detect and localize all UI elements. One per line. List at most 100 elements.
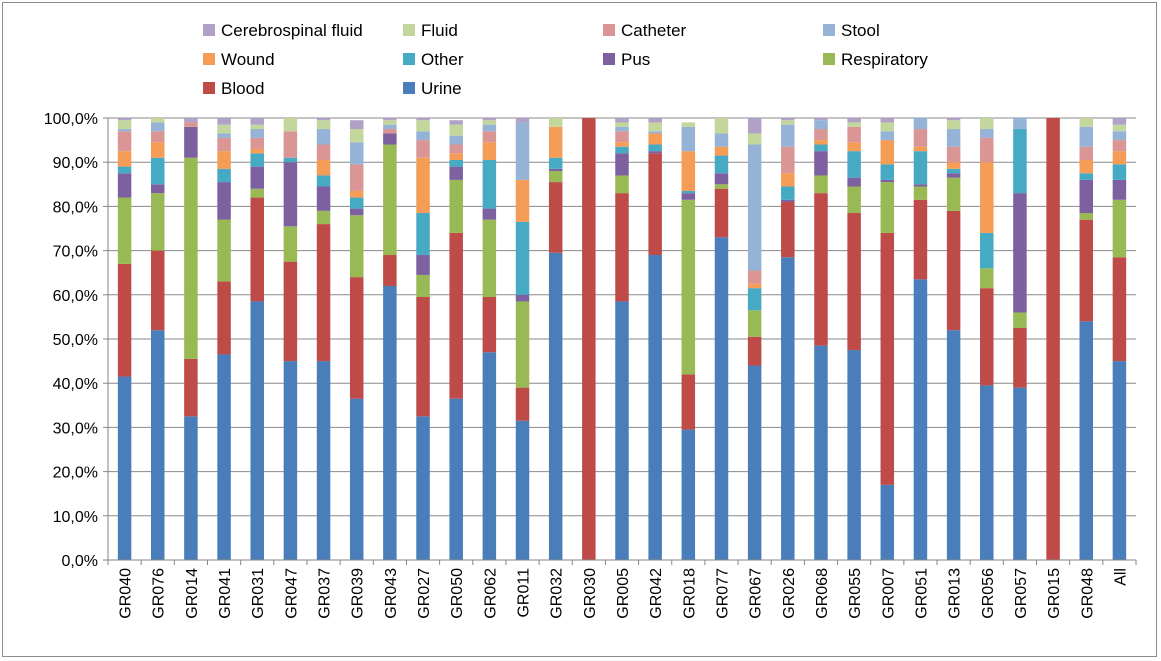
legend-item: Urine [403, 79, 462, 98]
bar-segment [648, 144, 662, 152]
bar-segment [250, 148, 264, 154]
bar-segment [184, 122, 198, 127]
bar-segment [117, 376, 132, 560]
bar-segment [847, 350, 861, 560]
bar-segment [913, 279, 928, 560]
bar-segment [1079, 219, 1094, 322]
bar-segment [117, 263, 132, 377]
bar-segment [847, 142, 861, 152]
bar-segment [383, 255, 397, 286]
bar-segment [150, 122, 165, 132]
bar-segment [449, 398, 463, 560]
bar-segment [482, 142, 497, 160]
bar-segment [117, 197, 132, 264]
bar-segment [184, 126, 198, 158]
bar-segment [217, 219, 231, 282]
legend-label: Blood [221, 79, 264, 98]
bar-segment [1112, 164, 1127, 180]
bar-segment [150, 330, 165, 560]
bar-segment [482, 159, 497, 209]
bar-segment [1046, 118, 1060, 560]
bar-segment [515, 420, 530, 560]
y-tick-label: 90,0% [53, 155, 98, 172]
bar-segment [217, 354, 231, 560]
x-tick-label: GR067 [748, 568, 765, 619]
bar-segment [880, 182, 895, 233]
x-tick-label: GR077 [714, 568, 731, 619]
bar-segment [980, 162, 994, 233]
legend-swatch [203, 24, 215, 36]
x-tick-label: GR062 [482, 568, 499, 619]
bar-segment [416, 118, 430, 121]
bar-segment [316, 144, 331, 160]
y-tick-label: 80,0% [53, 199, 98, 216]
bar-segment [184, 416, 198, 560]
bar-segment [349, 197, 364, 209]
bar-segment [150, 131, 165, 143]
bar-segment [714, 188, 729, 238]
bar-segment [283, 261, 298, 362]
bar-segment [217, 133, 231, 138]
bar-segment [681, 374, 696, 430]
bar-segment [1079, 321, 1094, 560]
bar-segment [946, 120, 961, 130]
bar-segment [615, 131, 629, 143]
bar-segment [847, 118, 861, 123]
bar-segment [217, 168, 231, 183]
bar-segment [416, 157, 430, 214]
bar-segment [283, 162, 298, 227]
legend-swatch [203, 53, 215, 65]
bar-segment [681, 429, 696, 560]
y-tick-label: 50,0% [53, 332, 98, 349]
legend-item: Catheter [603, 21, 687, 40]
y-tick-label: 100,0% [44, 111, 98, 128]
legend-swatch [403, 82, 415, 94]
bar-segment [250, 188, 264, 198]
bar-segment [946, 129, 961, 147]
bar-segment [150, 157, 165, 185]
bar-segment [648, 131, 662, 134]
bar-segment [349, 164, 364, 191]
bar-segment [416, 416, 430, 560]
bar-segment [283, 157, 298, 163]
bar-segment [946, 168, 961, 174]
x-tick-label: GR030 [582, 568, 599, 619]
bar-segment [814, 140, 828, 145]
bar-segment [449, 153, 463, 160]
bar-segment [1013, 387, 1027, 560]
bar-segment [316, 210, 331, 225]
bar-segment [250, 124, 264, 130]
bar-segment [1112, 257, 1127, 362]
bar-segment [681, 122, 696, 127]
bar-segment [1079, 173, 1094, 180]
bar-segment [681, 151, 696, 191]
bar-segment [814, 175, 828, 194]
bar-segment [349, 277, 364, 399]
bar-segment [349, 120, 364, 130]
bar-segment [250, 118, 264, 125]
legend-swatch [403, 53, 415, 65]
bar-segment [648, 153, 662, 256]
x-tick-label: GR039 [350, 568, 367, 619]
x-tick-label: GR057 [1013, 568, 1030, 619]
bar-segment [449, 135, 463, 145]
bar-segment [847, 177, 861, 187]
bar-segment [548, 157, 563, 169]
bar-segment [946, 162, 961, 169]
bar-segment [648, 133, 662, 145]
y-tick-label: 10,0% [53, 509, 98, 526]
legend-item: Respiratory [823, 50, 928, 69]
bar-segment [217, 137, 231, 152]
bar-segment [1079, 146, 1094, 160]
bar-segment [383, 129, 397, 134]
x-tick-label: GR050 [449, 568, 466, 619]
legend-swatch [203, 82, 215, 94]
bar-segment [117, 166, 132, 174]
bar-segment [814, 345, 828, 560]
bar-segment [747, 144, 762, 271]
bar-segment [349, 398, 364, 560]
legend-label: Respiratory [841, 50, 928, 69]
bar-segment [913, 151, 928, 185]
bar-segment [383, 144, 397, 256]
bar-segment [515, 221, 530, 295]
